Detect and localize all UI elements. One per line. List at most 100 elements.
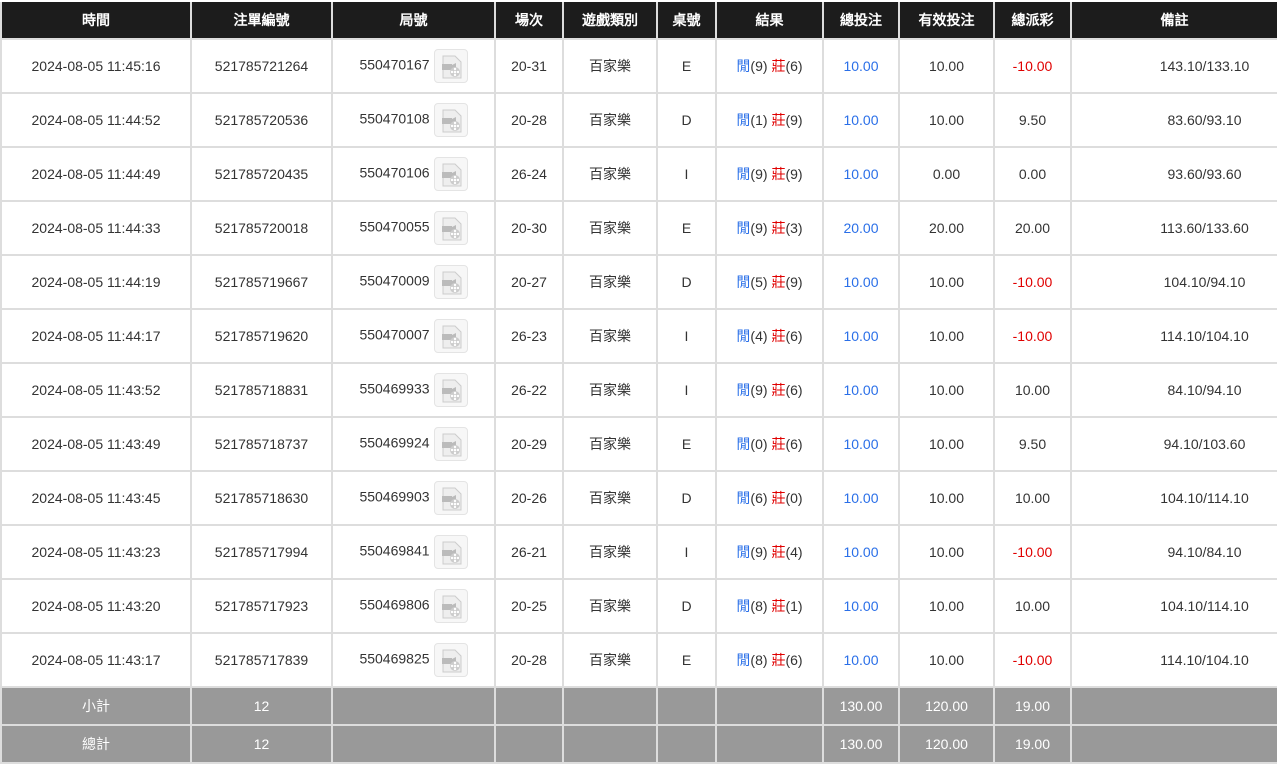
valid-bet-cell: 10.00 [898,632,995,688]
round-cell: 550469841 [331,524,496,580]
shoe-cell: 20-27 [494,254,564,310]
shoe-cell: 20-29 [494,416,564,472]
time-cell: 2024-08-05 11:44:49 [0,146,192,202]
summary-total-bet: 130.00 [822,686,900,726]
table-no-cell: I [656,524,717,580]
game-type-cell: 百家樂 [562,632,658,688]
video-replay-icon[interactable] [433,427,468,461]
bet-id-cell: 521785719620 [190,308,333,364]
shoe-cell: 26-21 [494,524,564,580]
total-bet-cell: 10.00 [822,416,900,472]
round-cell: 550470167 [331,38,496,94]
banker-label: 莊 [771,652,786,668]
banker-label: 莊 [771,382,786,398]
remark-cell: 104.10/114.10 [1070,578,1277,634]
payout-cell: 9.50 [993,92,1072,148]
table-no-cell: I [656,308,717,364]
video-replay-icon[interactable] [433,535,468,569]
banker-score: (9) [785,166,803,182]
video-replay-icon[interactable] [433,49,468,83]
player-label: 閒 [736,544,751,560]
summary-payout: 19.00 [993,724,1072,764]
payout-cell: -10.00 [993,524,1072,580]
result-cell: 閒(9) 莊(6) [715,362,824,418]
player-label: 閒 [736,166,751,182]
remark-cell: 143.10/133.10 [1070,38,1277,94]
table-header: 時間 注單編號 局號 場次 遊戲類別 桌號 結果 總投注 有效投注 總派彩 備註 [0,2,1277,40]
result-cell: 閒(8) 莊(1) [715,578,824,634]
round-cell: 550470007 [331,308,496,364]
video-replay-icon[interactable] [433,265,468,299]
banker-score: (6) [785,58,803,74]
video-replay-icon[interactable] [433,373,468,407]
video-replay-icon[interactable] [433,589,468,623]
bet-id-cell: 521785717839 [190,632,333,688]
payout-cell: -10.00 [993,632,1072,688]
player-score: (5) [750,274,768,290]
result-cell: 閒(9) 莊(3) [715,200,824,256]
summary-valid-bet: 120.00 [898,686,995,726]
round-number: 550469825 [359,650,430,667]
round-cell: 550469903 [331,470,496,526]
payout-cell: -10.00 [993,308,1072,364]
game-type-cell: 百家樂 [562,308,658,364]
player-score: (9) [750,382,768,398]
remark-cell: 94.10/103.60 [1070,416,1277,472]
summary-label: 總計 [0,724,192,764]
payout-cell: -10.00 [993,254,1072,310]
result-cell: 閒(1) 莊(9) [715,92,824,148]
shoe-cell: 20-28 [494,632,564,688]
shoe-cell: 20-31 [494,38,564,94]
table-row: 2024-08-05 11:45:16 521785721264 5504701… [0,38,1277,94]
banker-label: 莊 [771,598,786,614]
table-row: 2024-08-05 11:43:20 521785717923 5504698… [0,578,1277,634]
round-number: 550470106 [359,164,430,181]
video-replay-icon[interactable] [433,319,468,353]
round-number: 550470167 [359,56,430,73]
banker-label: 莊 [771,166,786,182]
valid-bet-cell: 10.00 [898,578,995,634]
banker-score: (6) [785,436,803,452]
banker-score: (1) [785,598,803,614]
player-label: 閒 [736,328,751,344]
table-no-cell: D [656,578,717,634]
banker-label: 莊 [771,274,786,290]
table-row: 2024-08-05 11:43:23 521785717994 5504698… [0,524,1277,580]
valid-bet-cell: 0.00 [898,146,995,202]
round-cell: 550470108 [331,92,496,148]
game-type-cell: 百家樂 [562,362,658,418]
valid-bet-cell: 10.00 [898,362,995,418]
player-score: (8) [750,598,768,614]
banker-label: 莊 [771,544,786,560]
header-time: 時間 [0,2,192,40]
video-replay-icon[interactable] [433,157,468,191]
empty-cell [656,724,717,764]
empty-cell [562,686,658,726]
round-cell: 550469924 [331,416,496,472]
round-number: 550470055 [359,218,430,235]
table-no-cell: D [656,254,717,310]
header-remark: 備註 [1070,2,1277,40]
video-replay-icon[interactable] [433,481,468,515]
remark-cell: 84.10/94.10 [1070,362,1277,418]
shoe-cell: 20-30 [494,200,564,256]
total-bet-cell: 10.00 [822,254,900,310]
round-cell: 550469806 [331,578,496,634]
empty-cell [494,686,564,726]
video-replay-icon[interactable] [433,103,468,137]
video-replay-icon[interactable] [433,211,468,245]
round-cell: 550470009 [331,254,496,310]
header-shoe: 場次 [494,2,564,40]
video-replay-icon[interactable] [433,643,468,677]
table-no-cell: D [656,470,717,526]
bet-id-cell: 521785721264 [190,38,333,94]
bet-id-cell: 521785718630 [190,470,333,526]
total-bet-cell: 10.00 [822,470,900,526]
banker-label: 莊 [771,436,786,452]
player-label: 閒 [736,382,751,398]
bet-id-cell: 521785720536 [190,92,333,148]
time-cell: 2024-08-05 11:44:33 [0,200,192,256]
player-score: (8) [750,652,768,668]
banker-label: 莊 [771,58,786,74]
time-cell: 2024-08-05 11:43:49 [0,416,192,472]
